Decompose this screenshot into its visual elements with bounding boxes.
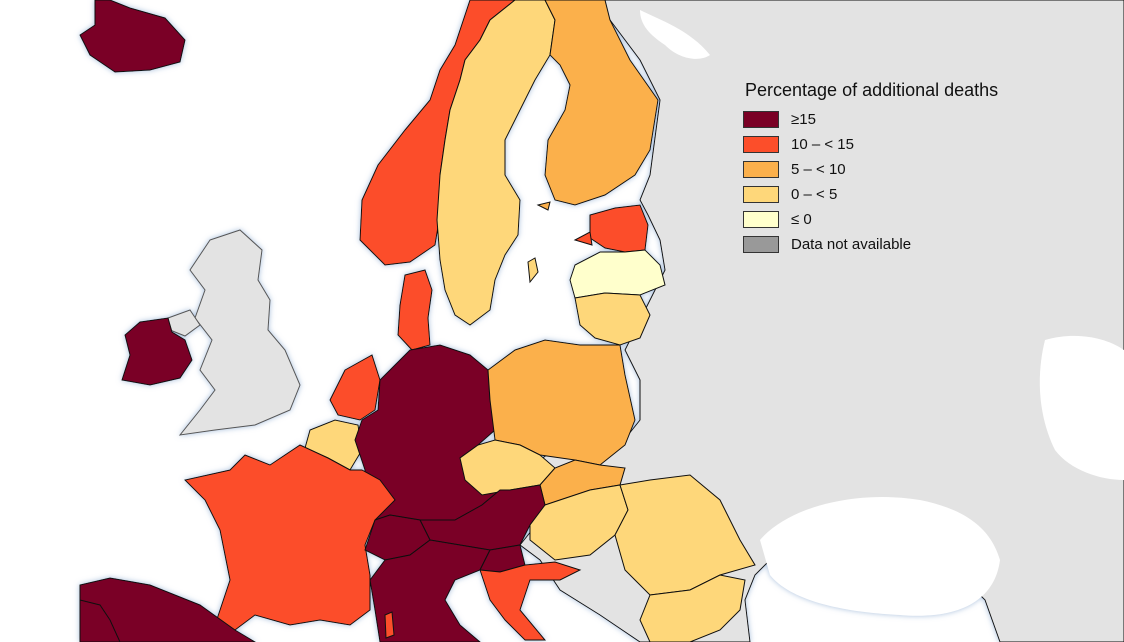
white-sea xyxy=(640,10,710,59)
legend-swatch xyxy=(743,186,779,203)
region-finland xyxy=(544,0,659,206)
black-sea xyxy=(760,496,1000,616)
legend-label: ≥15 xyxy=(791,111,816,128)
region-sweden xyxy=(436,0,556,326)
legend-swatch xyxy=(743,211,779,228)
legend-swatch xyxy=(743,161,779,178)
legend-item: Data not available xyxy=(743,232,998,257)
legend-swatch xyxy=(743,236,779,253)
legend-swatch xyxy=(743,111,779,128)
region-ireland xyxy=(121,317,193,386)
caspian-sea xyxy=(1039,335,1124,480)
legend-swatch xyxy=(743,136,779,153)
region-italy xyxy=(369,539,491,642)
region-croatia xyxy=(479,561,582,641)
legend-label: 0 – < 5 xyxy=(791,186,838,203)
region-netherlands xyxy=(329,354,381,421)
region-denmark xyxy=(397,269,433,351)
region-france xyxy=(184,444,396,631)
region-corsica xyxy=(384,611,395,639)
region-spain xyxy=(79,577,256,642)
legend-items: ≥15 10 – < 15 5 – < 10 0 – < 5 ≤ 0 Data not a… xyxy=(743,107,998,257)
legend-item: 10 – < 15 xyxy=(743,132,998,157)
region-lithuania xyxy=(574,292,651,346)
region-gotland xyxy=(527,257,539,284)
region-aland xyxy=(536,201,551,211)
legend-item: ≤ 0 xyxy=(743,207,998,232)
legend-label: ≤ 0 xyxy=(791,211,812,228)
legend-label: Data not available xyxy=(791,236,912,253)
region-iceland xyxy=(79,0,186,73)
region-bulgaria xyxy=(639,574,746,642)
region-saaremaa xyxy=(573,231,593,246)
region-portugal xyxy=(79,599,121,642)
legend-item: 0 – < 5 xyxy=(743,182,998,207)
legend-label: 5 – < 10 xyxy=(791,161,846,178)
legend: Percentage of additional deaths ≥15 10 – … xyxy=(743,80,998,257)
legend-label: 10 – < 15 xyxy=(791,136,854,153)
legend-item: ≥15 xyxy=(743,107,998,132)
region-latvia xyxy=(569,249,666,299)
legend-item: 5 – < 10 xyxy=(743,157,998,182)
legend-title: Percentage of additional deaths xyxy=(745,80,999,100)
